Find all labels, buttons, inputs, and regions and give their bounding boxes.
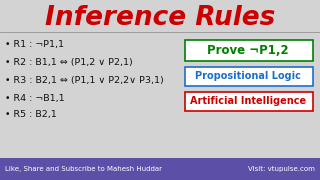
Text: • R1 : ¬P1,1: • R1 : ¬P1,1 xyxy=(5,39,64,48)
FancyBboxPatch shape xyxy=(185,39,313,60)
Text: Propositional Logic: Propositional Logic xyxy=(195,71,301,81)
FancyBboxPatch shape xyxy=(185,91,313,111)
Text: Like, Share and Subscribe to Mahesh Huddar: Like, Share and Subscribe to Mahesh Hudd… xyxy=(5,166,162,172)
Text: Artificial Intelligence: Artificial Intelligence xyxy=(190,96,306,106)
Text: • R2 : B1,1 ⇔ (P1,2 ∨ P2,1): • R2 : B1,1 ⇔ (P1,2 ∨ P2,1) xyxy=(5,57,133,66)
Text: • R4 : ¬B1,1: • R4 : ¬B1,1 xyxy=(5,93,65,102)
Text: Inference Rules: Inference Rules xyxy=(45,5,275,31)
Bar xyxy=(0,158,320,180)
Text: Visit: vtupulse.com: Visit: vtupulse.com xyxy=(248,166,315,172)
Text: Prove ¬P1,2: Prove ¬P1,2 xyxy=(207,44,289,57)
FancyBboxPatch shape xyxy=(185,66,313,86)
Text: • R5 : B2,1: • R5 : B2,1 xyxy=(5,111,57,120)
Text: • R3 : B2,1 ⇔ (P1,1 ∨ P2,2∨ P3,1): • R3 : B2,1 ⇔ (P1,1 ∨ P2,2∨ P3,1) xyxy=(5,75,164,84)
